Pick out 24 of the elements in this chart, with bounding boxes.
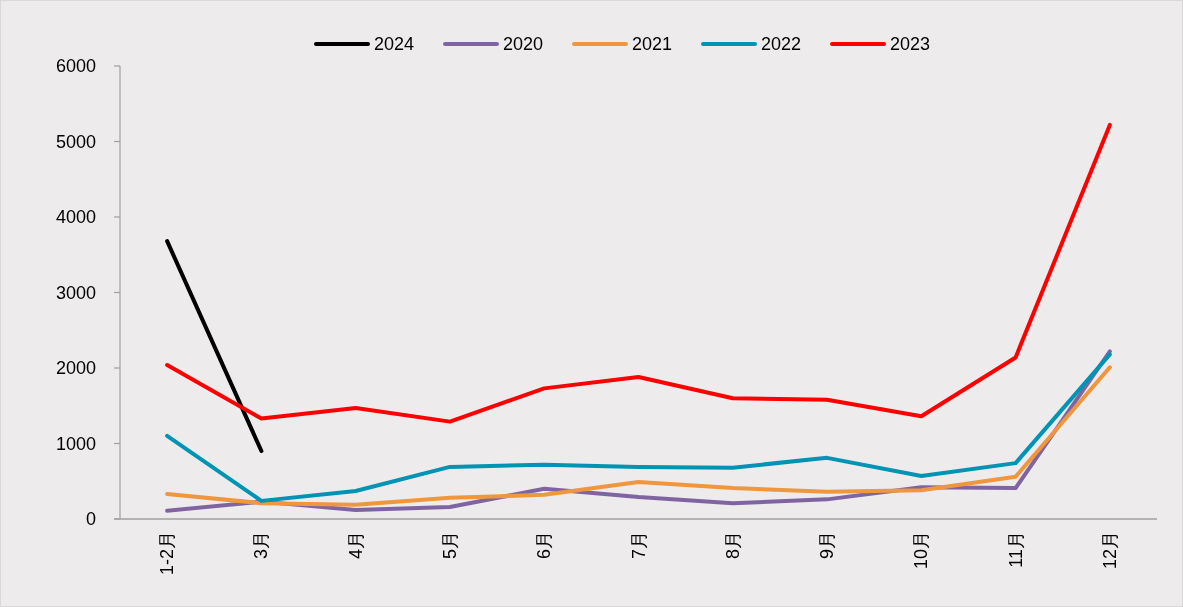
y-tick-label: 1000 bbox=[55, 433, 96, 454]
x-tick-label: 5月 bbox=[439, 531, 460, 560]
x-tick-label: 3月 bbox=[251, 531, 272, 560]
x-tick-label: 12月 bbox=[1099, 531, 1120, 570]
y-tick-label: 2000 bbox=[55, 358, 96, 378]
legend-label: 2024 bbox=[374, 34, 415, 54]
x-tick-label: 4月 bbox=[345, 531, 366, 560]
x-tick-label: 7月 bbox=[628, 531, 649, 560]
legend-label: 2022 bbox=[761, 34, 802, 54]
x-tick-label: 11月 bbox=[1005, 531, 1026, 568]
line-series bbox=[165, 122, 1112, 424]
y-tick-label: 5000 bbox=[55, 131, 96, 152]
x-tick-label: 6月 bbox=[534, 531, 555, 560]
x-tick-label: 1-2月 bbox=[157, 531, 178, 576]
x-tick-label: 10月 bbox=[911, 531, 932, 570]
legend-label: 2021 bbox=[632, 34, 673, 54]
y-tick-label: 0 bbox=[85, 509, 96, 529]
y-tick-label: 3000 bbox=[55, 282, 96, 303]
legend-label: 2020 bbox=[503, 34, 544, 54]
y-tick-label: 4000 bbox=[55, 207, 96, 227]
legend-label: 2023 bbox=[890, 34, 931, 54]
y-tick-label: 6000 bbox=[55, 56, 96, 76]
x-tick-label: 8月 bbox=[722, 531, 743, 560]
x-tick-label: 9月 bbox=[817, 531, 838, 560]
